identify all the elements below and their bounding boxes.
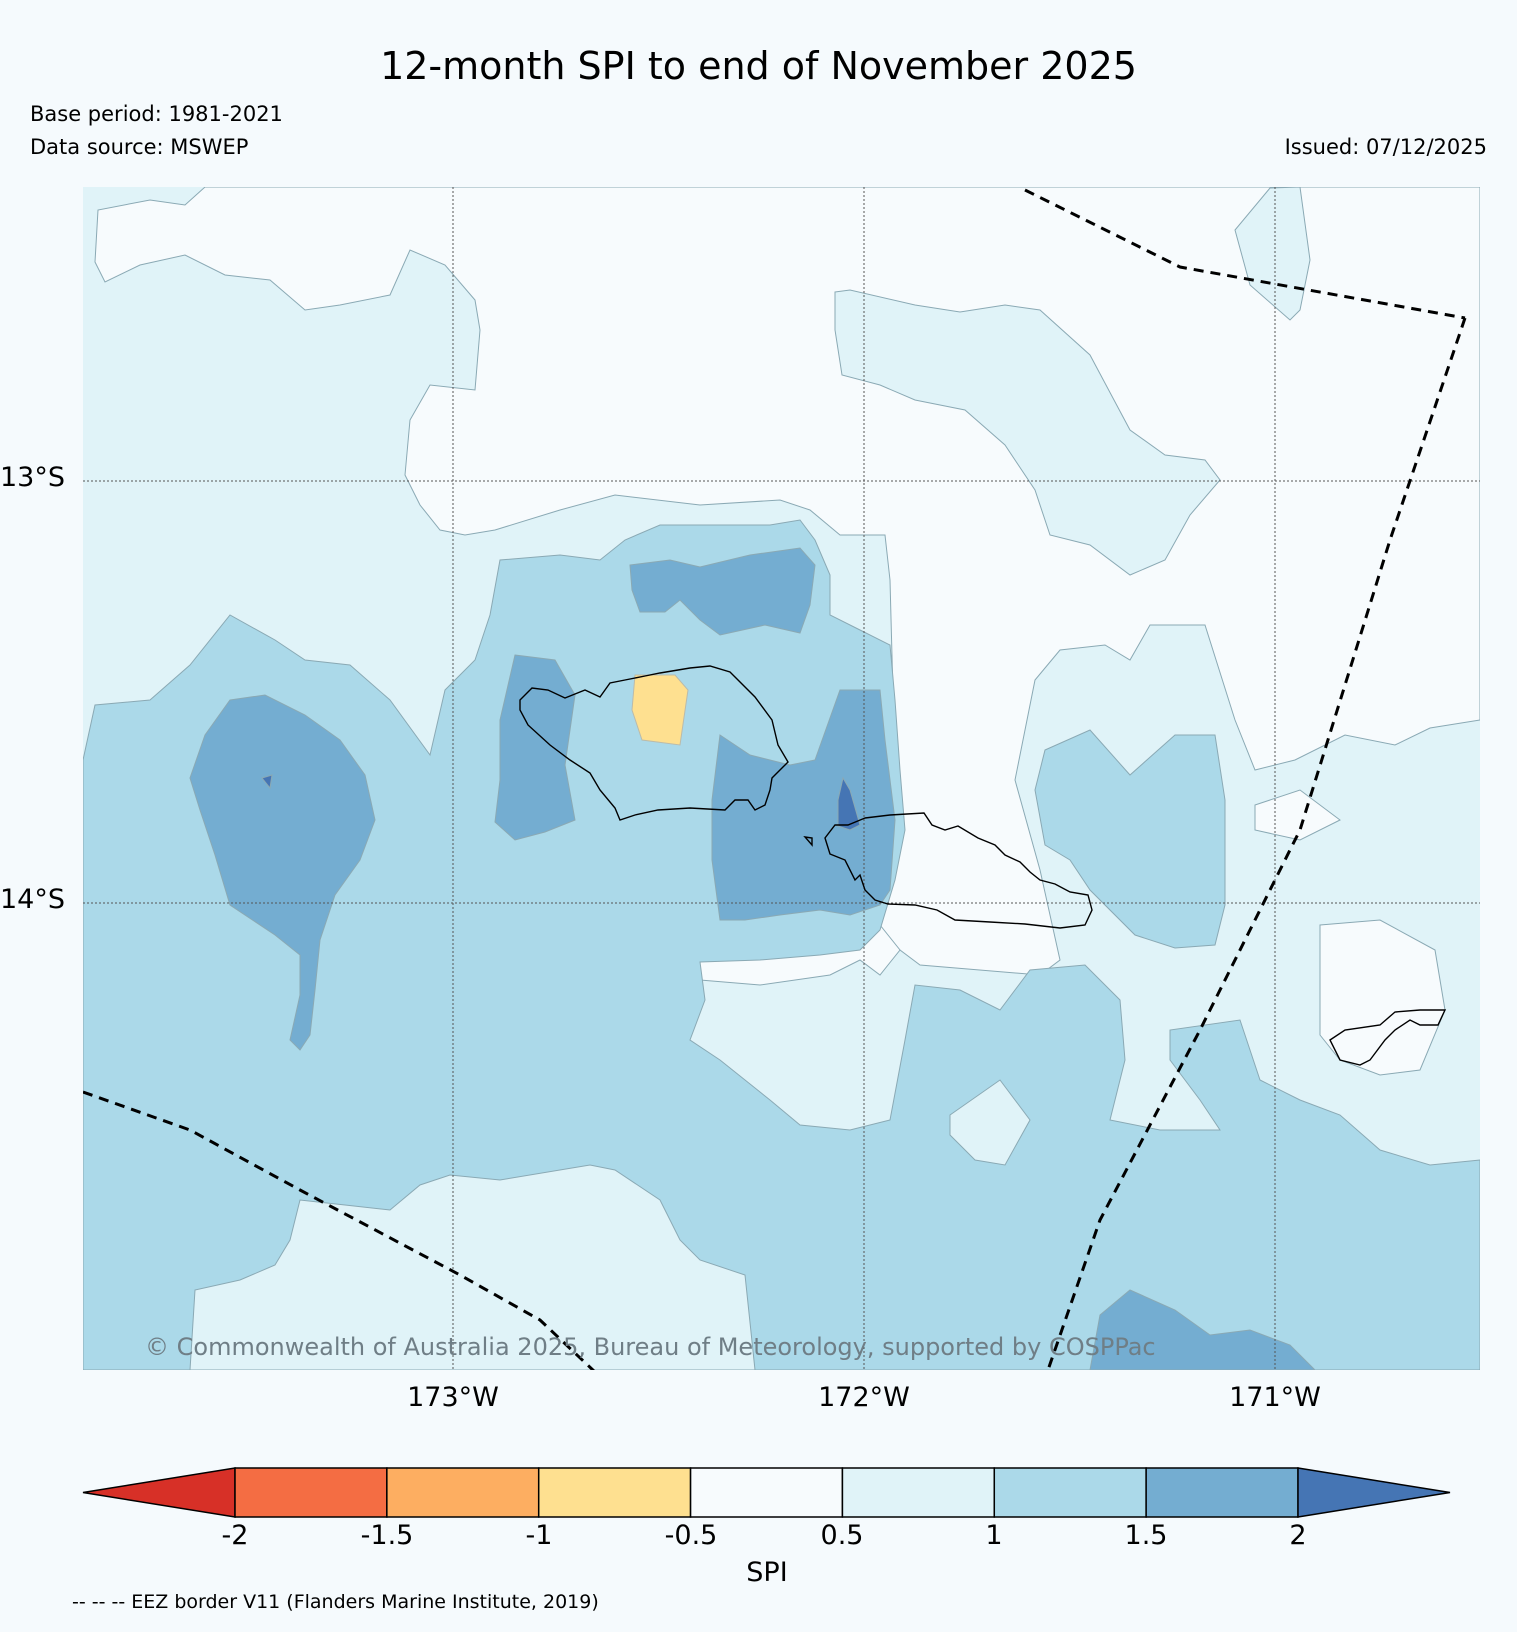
- spi-field-1-1-5-main: [83, 519, 1480, 1370]
- eez-legend-note: -- -- -- EEZ border V11 (Flanders Marine…: [72, 1591, 599, 1613]
- colorbar-segment: [689, 1467, 844, 1518]
- data-source: Data source: MSWEP: [30, 135, 249, 159]
- coast-manono: [803, 836, 813, 847]
- lat-label-14s: 14°S: [0, 884, 65, 915]
- issued-date: Issued: 07/12/2025: [1284, 135, 1487, 159]
- colorbar-segment: [234, 1467, 388, 1518]
- colorbar-tick: -2: [221, 1520, 249, 1551]
- coast-upolu: [824, 812, 1093, 929]
- coast-tutuila: [1329, 1009, 1447, 1066]
- colorbar-extend-high: [1297, 1467, 1451, 1518]
- eez-border-east: [1046, 317, 1467, 1370]
- colorbar-tick: 1.5: [1124, 1520, 1168, 1551]
- spi-map: [83, 187, 1480, 1370]
- colorbar-tick: 0.5: [820, 1520, 864, 1551]
- spi-field-1-5-2-south: [1089, 1289, 1316, 1370]
- lon-label-172w: 172°W: [818, 1382, 910, 1413]
- lat-label-13s: 13°S: [0, 462, 65, 493]
- graticule: [83, 187, 1480, 1370]
- colorbar-label: SPI: [746, 1557, 788, 1588]
- map-title: 12-month SPI to end of November 2025: [380, 44, 1137, 88]
- lon-label-171w: 171°W: [1229, 1382, 1321, 1413]
- spi-patch-south-0-5-1: [189, 1164, 756, 1370]
- spi-neutral-east-island: [1319, 919, 1446, 1076]
- colorbar-tick: -1.5: [360, 1520, 414, 1551]
- spi-neutral-north: [94, 187, 1480, 976]
- colorbar-segment: [537, 1467, 692, 1518]
- colorbar-segment: [386, 1467, 540, 1518]
- lon-label-173w: 173°W: [407, 1382, 499, 1413]
- colorbar-segment: [1145, 1467, 1299, 1518]
- spi-patch-north-east-small: [1234, 187, 1311, 321]
- spi-patch-south-east-0-5-1: [949, 1079, 1031, 1166]
- eez-border-north: [1024, 188, 1466, 320]
- colorbar-segment: [993, 1467, 1147, 1518]
- spi-patch-east-1-1-5: [1034, 729, 1226, 949]
- colorbar-tick: 2: [1289, 1520, 1307, 1551]
- spi-neutral-east-patch: [1254, 789, 1341, 841]
- colorbar-tick: -1: [525, 1520, 553, 1551]
- colorbar-tick: -0.5: [664, 1520, 718, 1551]
- coastlines: [519, 665, 1447, 1066]
- spi-field-1-5-2-centre-west: [494, 654, 576, 841]
- eez-border-southwest: [83, 1090, 596, 1370]
- copyright-watermark: © Commonwealth of Australia 2025, Bureau…: [145, 1333, 1156, 1361]
- colorbar: [82, 1467, 1451, 1518]
- eez-border: [83, 188, 1467, 1370]
- colorbar-extend-low: [82, 1467, 236, 1518]
- spi-field-gt-2-a: [261, 774, 273, 790]
- colorbar-segment: [841, 1467, 996, 1518]
- spi-patch-dry: [631, 674, 689, 746]
- spi-patch-northeast: [834, 289, 1221, 576]
- colorbar-tick: 1: [985, 1520, 1003, 1551]
- spi-field-1-5-2-north: [629, 547, 816, 636]
- coast-savaii: [519, 665, 789, 821]
- spi-field-1-5-2-centre: [711, 689, 896, 921]
- base-period: Base period: 1981-2021: [30, 102, 283, 126]
- spi-field-gt-2-b: [837, 776, 861, 831]
- spi-field-1-5-2-west: [189, 694, 376, 1051]
